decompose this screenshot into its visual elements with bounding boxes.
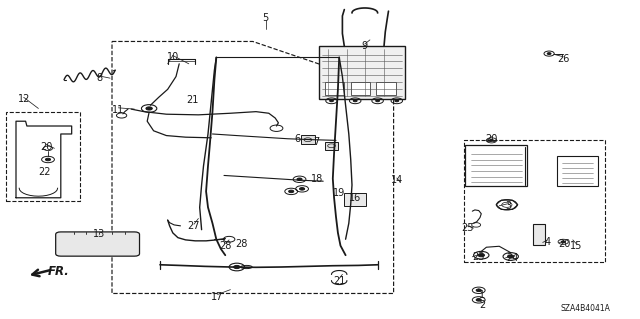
Text: 21: 21 [186,95,198,106]
Text: 12: 12 [17,94,30,104]
Circle shape [146,107,152,110]
Circle shape [353,100,357,102]
Text: 16: 16 [349,193,362,203]
Text: 20: 20 [40,142,52,152]
Circle shape [289,190,294,193]
FancyBboxPatch shape [351,82,370,95]
FancyBboxPatch shape [301,135,315,144]
Text: 13: 13 [93,229,106,240]
FancyBboxPatch shape [557,156,598,186]
Circle shape [490,139,493,141]
FancyBboxPatch shape [319,46,405,99]
FancyBboxPatch shape [344,193,366,206]
Circle shape [395,100,399,102]
Text: 23: 23 [472,252,485,262]
Circle shape [300,188,305,190]
Text: 21: 21 [333,276,346,286]
Circle shape [330,100,333,102]
Text: 18: 18 [310,174,323,184]
Circle shape [478,254,484,257]
Circle shape [547,53,551,55]
Text: 9: 9 [362,41,368,51]
Text: SZA4B4041A: SZA4B4041A [561,304,611,313]
FancyBboxPatch shape [465,145,527,186]
Text: FR.: FR. [48,265,70,278]
Text: 3: 3 [506,201,512,211]
Circle shape [234,265,240,269]
Circle shape [376,100,380,102]
Text: 20: 20 [558,239,571,249]
Text: 8: 8 [96,73,102,83]
Text: 15: 15 [570,241,582,251]
Text: 20: 20 [485,134,498,144]
FancyBboxPatch shape [376,82,396,95]
Text: 10: 10 [166,52,179,63]
Text: 24: 24 [506,253,518,263]
FancyBboxPatch shape [325,142,338,150]
Text: 14: 14 [390,175,403,185]
Text: 6: 6 [294,134,301,144]
Text: 17: 17 [211,292,224,302]
Text: 22: 22 [38,167,51,177]
Text: 11: 11 [112,105,125,115]
Text: 1: 1 [479,290,485,300]
FancyBboxPatch shape [533,224,545,245]
FancyArrowPatch shape [32,270,50,276]
Text: 2: 2 [479,300,485,310]
Circle shape [561,241,565,243]
Circle shape [476,299,481,301]
FancyBboxPatch shape [325,82,344,95]
Text: 25: 25 [461,223,474,233]
Text: 27: 27 [188,221,200,232]
Circle shape [45,158,51,161]
Circle shape [476,289,481,292]
Text: 4: 4 [544,237,550,248]
Circle shape [508,255,514,258]
Text: 19: 19 [333,188,346,198]
Text: 28: 28 [219,241,232,251]
Text: 26: 26 [557,54,570,64]
Circle shape [297,178,302,181]
Text: 28: 28 [236,239,248,249]
FancyBboxPatch shape [56,232,140,256]
Text: 7: 7 [314,137,320,147]
Text: 5: 5 [262,12,269,23]
